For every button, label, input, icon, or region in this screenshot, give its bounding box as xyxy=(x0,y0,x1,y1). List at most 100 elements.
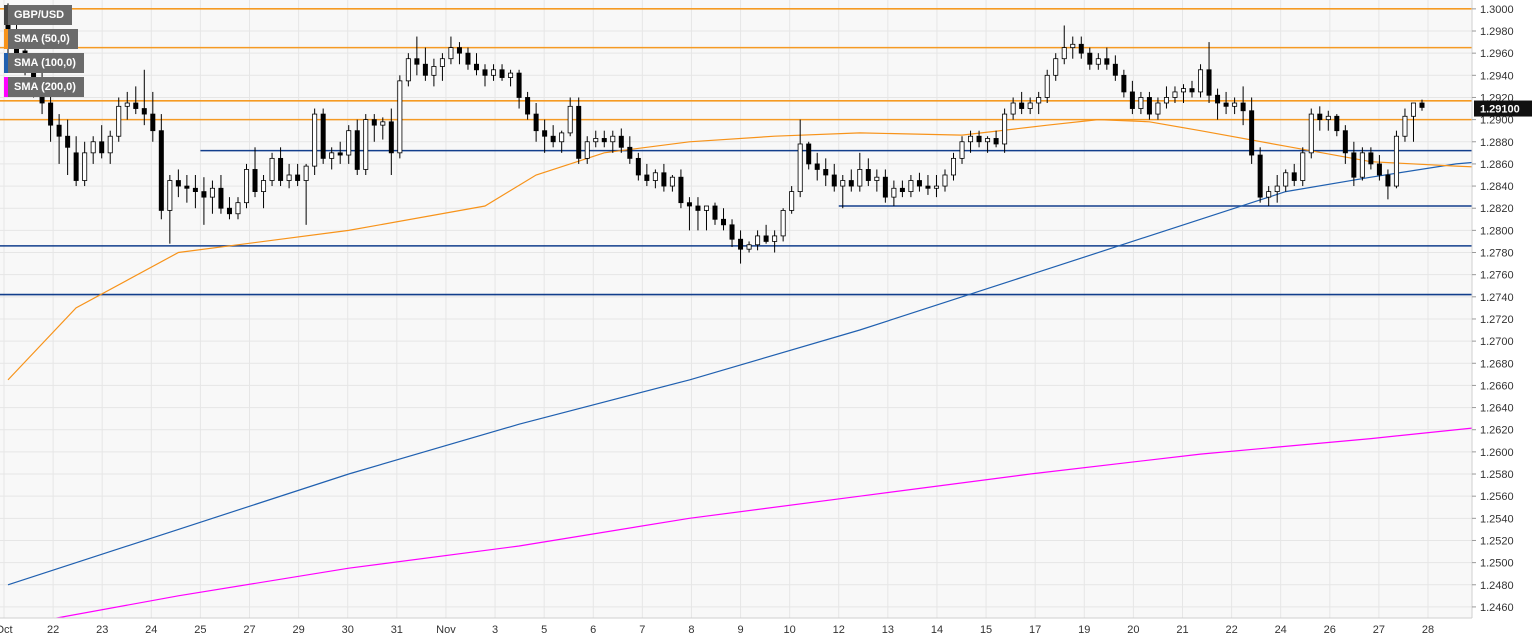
candle-body xyxy=(1223,102,1229,107)
candle-body xyxy=(823,169,829,176)
candle-body xyxy=(797,143,803,193)
candle xyxy=(951,152,957,181)
x-tick-label: 28 xyxy=(1422,624,1434,636)
candle xyxy=(686,197,692,231)
candle xyxy=(1402,108,1408,142)
chart-legend: GBP/USD SMA (50,0) SMA (100,0) SMA (200,… xyxy=(4,5,84,101)
candle-body xyxy=(993,138,999,145)
candle xyxy=(985,136,991,153)
candle-body xyxy=(1215,94,1221,104)
candle-body xyxy=(209,187,215,198)
candle-body xyxy=(1087,52,1093,65)
candle-body xyxy=(1240,102,1246,112)
plot-background xyxy=(0,0,1472,618)
candle-body xyxy=(226,207,232,215)
candle-body xyxy=(721,218,727,226)
x-tick-label: 22 xyxy=(1225,624,1237,636)
candle xyxy=(908,174,914,198)
candle xyxy=(738,230,744,264)
candle-body xyxy=(1121,74,1127,93)
x-tick-label: 6 xyxy=(590,624,596,636)
candle-body xyxy=(1325,115,1331,121)
candle-body xyxy=(951,157,957,176)
candle-body xyxy=(925,185,931,189)
y-tick-label: 1.2860 xyxy=(1480,159,1514,171)
candle xyxy=(576,97,582,164)
candle xyxy=(363,114,369,175)
legend-label-sma100: SMA (100,0) xyxy=(8,53,84,73)
candle xyxy=(252,147,258,198)
x-tick-label: 31 xyxy=(391,624,403,636)
candle-body xyxy=(1129,91,1135,109)
candle-body xyxy=(814,163,820,170)
candle xyxy=(354,119,360,175)
candle xyxy=(874,169,880,192)
candle xyxy=(542,119,548,153)
candle-body xyxy=(252,169,258,193)
candle xyxy=(473,53,479,76)
candle-body xyxy=(1078,43,1084,54)
y-tick-label: 1.2460 xyxy=(1480,602,1514,614)
x-tick-label: 10 xyxy=(784,624,796,636)
y-tick-label: 1.2540 xyxy=(1480,513,1514,525)
candle-body xyxy=(439,58,445,67)
candle-body xyxy=(380,121,386,126)
candle xyxy=(329,147,335,170)
candle-body xyxy=(738,238,744,250)
candle-body xyxy=(1283,172,1289,187)
x-axis-background xyxy=(0,618,1536,641)
candle-body xyxy=(780,210,786,237)
candle xyxy=(797,119,803,198)
candle xyxy=(1010,97,1016,120)
candle-body xyxy=(388,121,394,154)
y-tick-label: 1.2840 xyxy=(1480,181,1514,193)
candle-body xyxy=(1198,69,1204,93)
candle-body xyxy=(959,141,965,159)
candle-body xyxy=(1257,154,1263,198)
candle xyxy=(1172,86,1178,103)
candle-body xyxy=(1019,102,1025,109)
y-tick-label: 1.2500 xyxy=(1480,558,1514,570)
y-tick-label: 1.2900 xyxy=(1480,115,1514,127)
candle-body xyxy=(857,169,863,187)
candle-body xyxy=(397,80,403,154)
candle xyxy=(925,174,931,195)
candle xyxy=(1112,55,1118,81)
candle-body xyxy=(669,176,675,187)
y-tick-label: 1.2480 xyxy=(1480,580,1514,592)
candle xyxy=(167,174,173,244)
x-tick-label: 27 xyxy=(1373,624,1385,636)
candle-body xyxy=(73,152,79,181)
candle xyxy=(789,186,795,214)
candle xyxy=(1155,97,1161,120)
candle-body xyxy=(303,165,309,181)
candle-body xyxy=(1002,113,1008,145)
candle-body xyxy=(1291,172,1297,181)
x-tick-label: 7 xyxy=(639,624,645,636)
y-tick-label: 1.2620 xyxy=(1480,425,1514,437)
candle-body xyxy=(908,180,914,193)
candle xyxy=(1283,169,1289,192)
candle-body xyxy=(525,97,531,115)
candle xyxy=(1325,110,1331,131)
candle-body xyxy=(746,244,752,250)
candle-body xyxy=(141,108,147,115)
candle-body xyxy=(1368,152,1374,165)
candle-body xyxy=(576,105,582,159)
candle xyxy=(721,208,727,231)
candle-body xyxy=(618,135,624,148)
y-tick-label: 1.2780 xyxy=(1480,248,1514,260)
x-tick-label: 12 xyxy=(833,624,845,636)
candle xyxy=(201,177,207,225)
y-tick-label: 1.2680 xyxy=(1480,358,1514,370)
candle xyxy=(456,42,462,65)
candle-body xyxy=(968,135,974,143)
candle xyxy=(1129,80,1135,115)
candle xyxy=(320,108,326,164)
candle-body xyxy=(542,130,548,137)
candle xyxy=(601,130,607,148)
candle xyxy=(1121,69,1127,98)
x-tick-label: Nov xyxy=(436,624,456,636)
candle xyxy=(593,130,599,148)
candle-body xyxy=(1180,88,1186,93)
